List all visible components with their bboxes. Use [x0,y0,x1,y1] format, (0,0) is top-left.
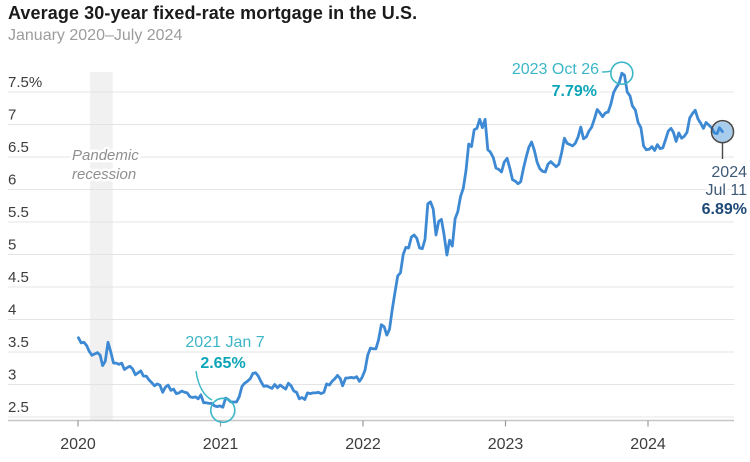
x-axis-label-2024: 2024 [630,436,666,453]
annotation-latest-day: Jul 11 [705,182,747,199]
annotation-peak-value: 7.79% [552,83,597,100]
y-axis-label-3: 3 [8,367,16,384]
y-axis-label-6: 6 [8,172,16,189]
y-axis-label-5: 5 [8,237,16,254]
y-axis-label-4: 4 [8,302,16,319]
annotation-low-connector [195,370,213,401]
annotation-low-circle [210,397,236,424]
x-axis-label-2022: 2022 [345,436,381,453]
y-axis-label-7: 7 [8,107,16,124]
annotation-low-date: 2021 Jan 7 [185,334,264,351]
chart-title: Average 30-year fixed-rate mortgage in t… [8,3,418,23]
y-axis-label-4.5: 4.5 [8,269,29,286]
chart-subtitle: January 2020–July 2024 [8,27,183,44]
x-axis-label-2023: 2023 [488,436,524,453]
y-axis-label-3.5: 3.5 [8,334,29,351]
y-axis-label-5.5: 5.5 [8,204,29,221]
recession-band-label-line1: Pandemic [72,147,139,164]
annotation-latest-value: 6.89% [702,201,747,218]
annotation-latest-year: 2024 [711,164,747,181]
annotation-low-value: 2.65% [200,355,245,372]
rate-line [77,71,724,409]
annotation-peak-date: 2023 Oct 26 [512,61,599,78]
recession-band-label-line2: recession [72,166,136,183]
y-axis-label-6.5: 6.5 [8,139,29,156]
x-axis-label-2020: 2020 [60,436,96,453]
y-axis-label-7.5%: 7.5% [8,74,42,91]
annotation-peak-circle [609,61,634,85]
annotation-peak-connector [601,70,611,73]
x-axis-label-2021: 2021 [203,436,239,453]
y-axis-label-2.5: 2.5 [8,399,29,416]
recession-band [90,72,113,421]
